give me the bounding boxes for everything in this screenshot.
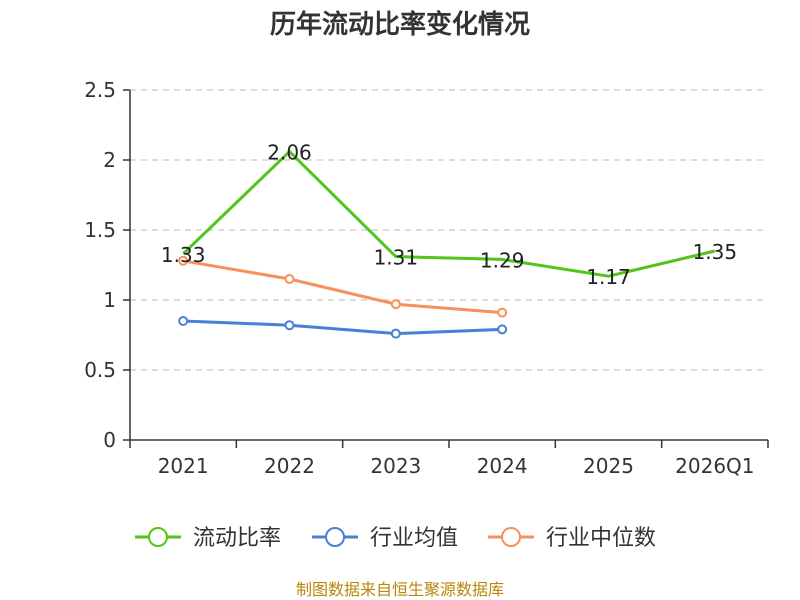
axes: 0 0.5 1 1.5 2 2.5 2021 2022 2023 2024 2025 2026Q1 <box>84 78 769 478</box>
legend-item[interactable]: 行业中位数 <box>488 526 656 551</box>
series-point <box>497 307 508 318</box>
data-labels: 1.33 2.06 1.31 1.29 1.17 1.35 <box>161 141 737 290</box>
x-tick-label: 2024 <box>477 454 528 478</box>
data-label: 1.31 <box>374 246 419 270</box>
legend-label: 行业均值 <box>370 526 458 551</box>
series-group <box>178 150 716 339</box>
source-note: 制图数据来自恒生聚源数据库 <box>296 580 504 599</box>
y-tick-label: 1.5 <box>84 218 116 242</box>
series-line <box>183 319 503 336</box>
x-tick-label: 2025 <box>583 454 634 478</box>
series-point <box>390 328 401 339</box>
series-point <box>178 255 189 266</box>
y-tick-label: 2.5 <box>84 78 116 102</box>
legend-item[interactable]: 流动比率 <box>135 526 281 551</box>
series-point <box>284 274 295 284</box>
y-tick-label: 0.5 <box>84 358 116 382</box>
data-label: 1.29 <box>480 248 525 272</box>
y-tick-label: 1 <box>103 288 116 312</box>
legend-marker <box>325 527 345 547</box>
series-line <box>182 259 503 315</box>
legend-marker <box>148 527 168 547</box>
y-tick-label: 0 <box>103 428 116 452</box>
series-point <box>497 324 508 335</box>
data-label: 2.06 <box>267 141 312 165</box>
series-line <box>182 150 716 278</box>
data-label: 1.35 <box>693 240 738 264</box>
x-tick-label: 2022 <box>264 454 315 478</box>
legend-label: 流动比率 <box>193 526 281 551</box>
data-label: 1.17 <box>586 265 631 289</box>
series-point <box>178 316 189 326</box>
x-tick-label: 2026Q1 <box>675 454 754 478</box>
legend-label: 行业中位数 <box>546 526 656 551</box>
x-tick-label: 2023 <box>370 454 421 478</box>
legend-marker <box>501 527 521 547</box>
y-tick-label: 2 <box>103 148 116 172</box>
legend-item[interactable]: 行业均值 <box>312 526 458 551</box>
chart-title: 历年流动比率变化情况 <box>270 9 530 40</box>
grid <box>130 89 768 371</box>
data-label: 1.33 <box>161 243 206 267</box>
series-point <box>390 299 401 310</box>
series-point <box>284 320 295 331</box>
legend[interactable]: 流动比率 行业均值 行业中位数 <box>135 526 656 551</box>
x-tick-label: 2021 <box>158 454 209 478</box>
